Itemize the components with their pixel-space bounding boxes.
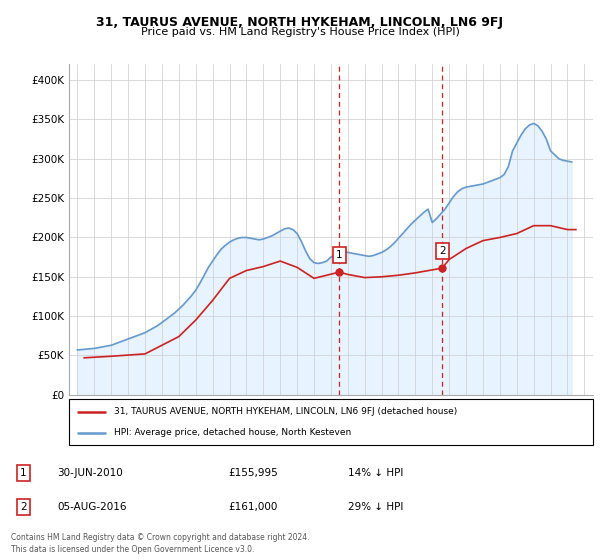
Text: £155,995: £155,995 bbox=[228, 468, 278, 478]
Text: 1: 1 bbox=[20, 468, 27, 478]
Text: 05-AUG-2016: 05-AUG-2016 bbox=[57, 502, 127, 512]
Text: 31, TAURUS AVENUE, NORTH HYKEHAM, LINCOLN, LN6 9FJ (detached house): 31, TAURUS AVENUE, NORTH HYKEHAM, LINCOL… bbox=[113, 407, 457, 416]
Text: HPI: Average price, detached house, North Kesteven: HPI: Average price, detached house, Nort… bbox=[113, 428, 351, 437]
Text: Contains HM Land Registry data © Crown copyright and database right 2024.
This d: Contains HM Land Registry data © Crown c… bbox=[11, 533, 310, 554]
Text: 2: 2 bbox=[439, 246, 445, 256]
Text: 1: 1 bbox=[336, 250, 343, 260]
Text: 2: 2 bbox=[20, 502, 27, 512]
Text: 29% ↓ HPI: 29% ↓ HPI bbox=[348, 502, 403, 512]
Text: 31, TAURUS AVENUE, NORTH HYKEHAM, LINCOLN, LN6 9FJ: 31, TAURUS AVENUE, NORTH HYKEHAM, LINCOL… bbox=[97, 16, 503, 29]
Text: 30-JUN-2010: 30-JUN-2010 bbox=[57, 468, 123, 478]
Text: £161,000: £161,000 bbox=[228, 502, 277, 512]
Text: 14% ↓ HPI: 14% ↓ HPI bbox=[348, 468, 403, 478]
Text: Price paid vs. HM Land Registry's House Price Index (HPI): Price paid vs. HM Land Registry's House … bbox=[140, 27, 460, 37]
